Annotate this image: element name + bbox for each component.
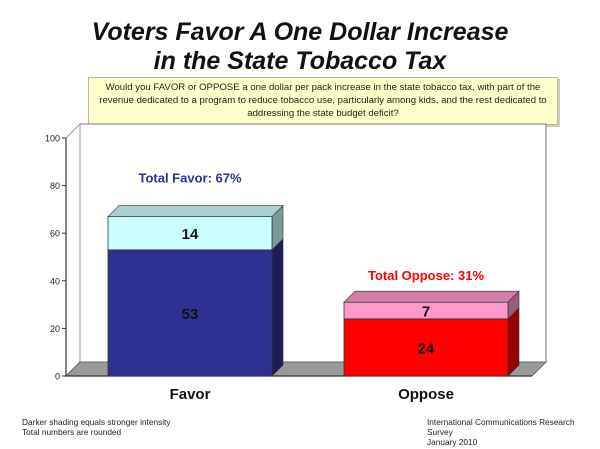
plot-side-wall xyxy=(65,122,81,378)
bar-favor-segment-0 xyxy=(107,249,273,377)
data-label-favor-0: 53 xyxy=(182,306,199,323)
x-tick-label-oppose: Oppose xyxy=(398,386,454,403)
title-line-2: in the State Tobacco Tax xyxy=(153,47,447,75)
footer-source-name: International Communications Research Su… xyxy=(427,417,575,437)
data-label-favor-1: 14 xyxy=(182,226,199,243)
bar-side-favor-0 xyxy=(271,238,284,377)
chart-title: Voters Favor A One Dollar Increase in th… xyxy=(0,18,600,76)
bar-oppose-segment-0 xyxy=(343,318,509,377)
bar-favor-segment-1 xyxy=(107,216,273,251)
y-tick-label-80: 80 xyxy=(50,181,60,191)
footer-source-date: January 2010 xyxy=(427,437,478,447)
data-label-oppose-0: 24 xyxy=(418,340,435,357)
y-tick-label-60: 60 xyxy=(50,229,60,239)
title-line-1: Voters Favor A One Dollar Increase xyxy=(91,18,509,46)
y-tick-label-40: 40 xyxy=(50,276,60,286)
data-label-oppose-1: 7 xyxy=(422,304,430,321)
bar-side-oppose-0 xyxy=(507,307,520,377)
y-tick-label-20: 20 xyxy=(50,324,60,334)
total-label-favor: Total Favor: 67% xyxy=(138,171,242,186)
total-label-oppose: Total Oppose: 31% xyxy=(368,268,484,283)
footer-source: International Communications Research Su… xyxy=(427,417,600,447)
footer-note-intensity: Darker shading equals stronger intensity xyxy=(22,417,171,427)
footer-notes: Darker shading equals stronger intensity… xyxy=(22,417,171,437)
bar-top-oppose xyxy=(343,290,520,303)
y-tick-label-0: 0 xyxy=(55,372,60,382)
x-tick-label-favor: Favor xyxy=(170,386,211,403)
y-tick-label-100: 100 xyxy=(45,134,60,144)
bar-top-favor xyxy=(107,205,284,217)
footer-note-rounding: Total numbers are rounded xyxy=(22,427,122,437)
